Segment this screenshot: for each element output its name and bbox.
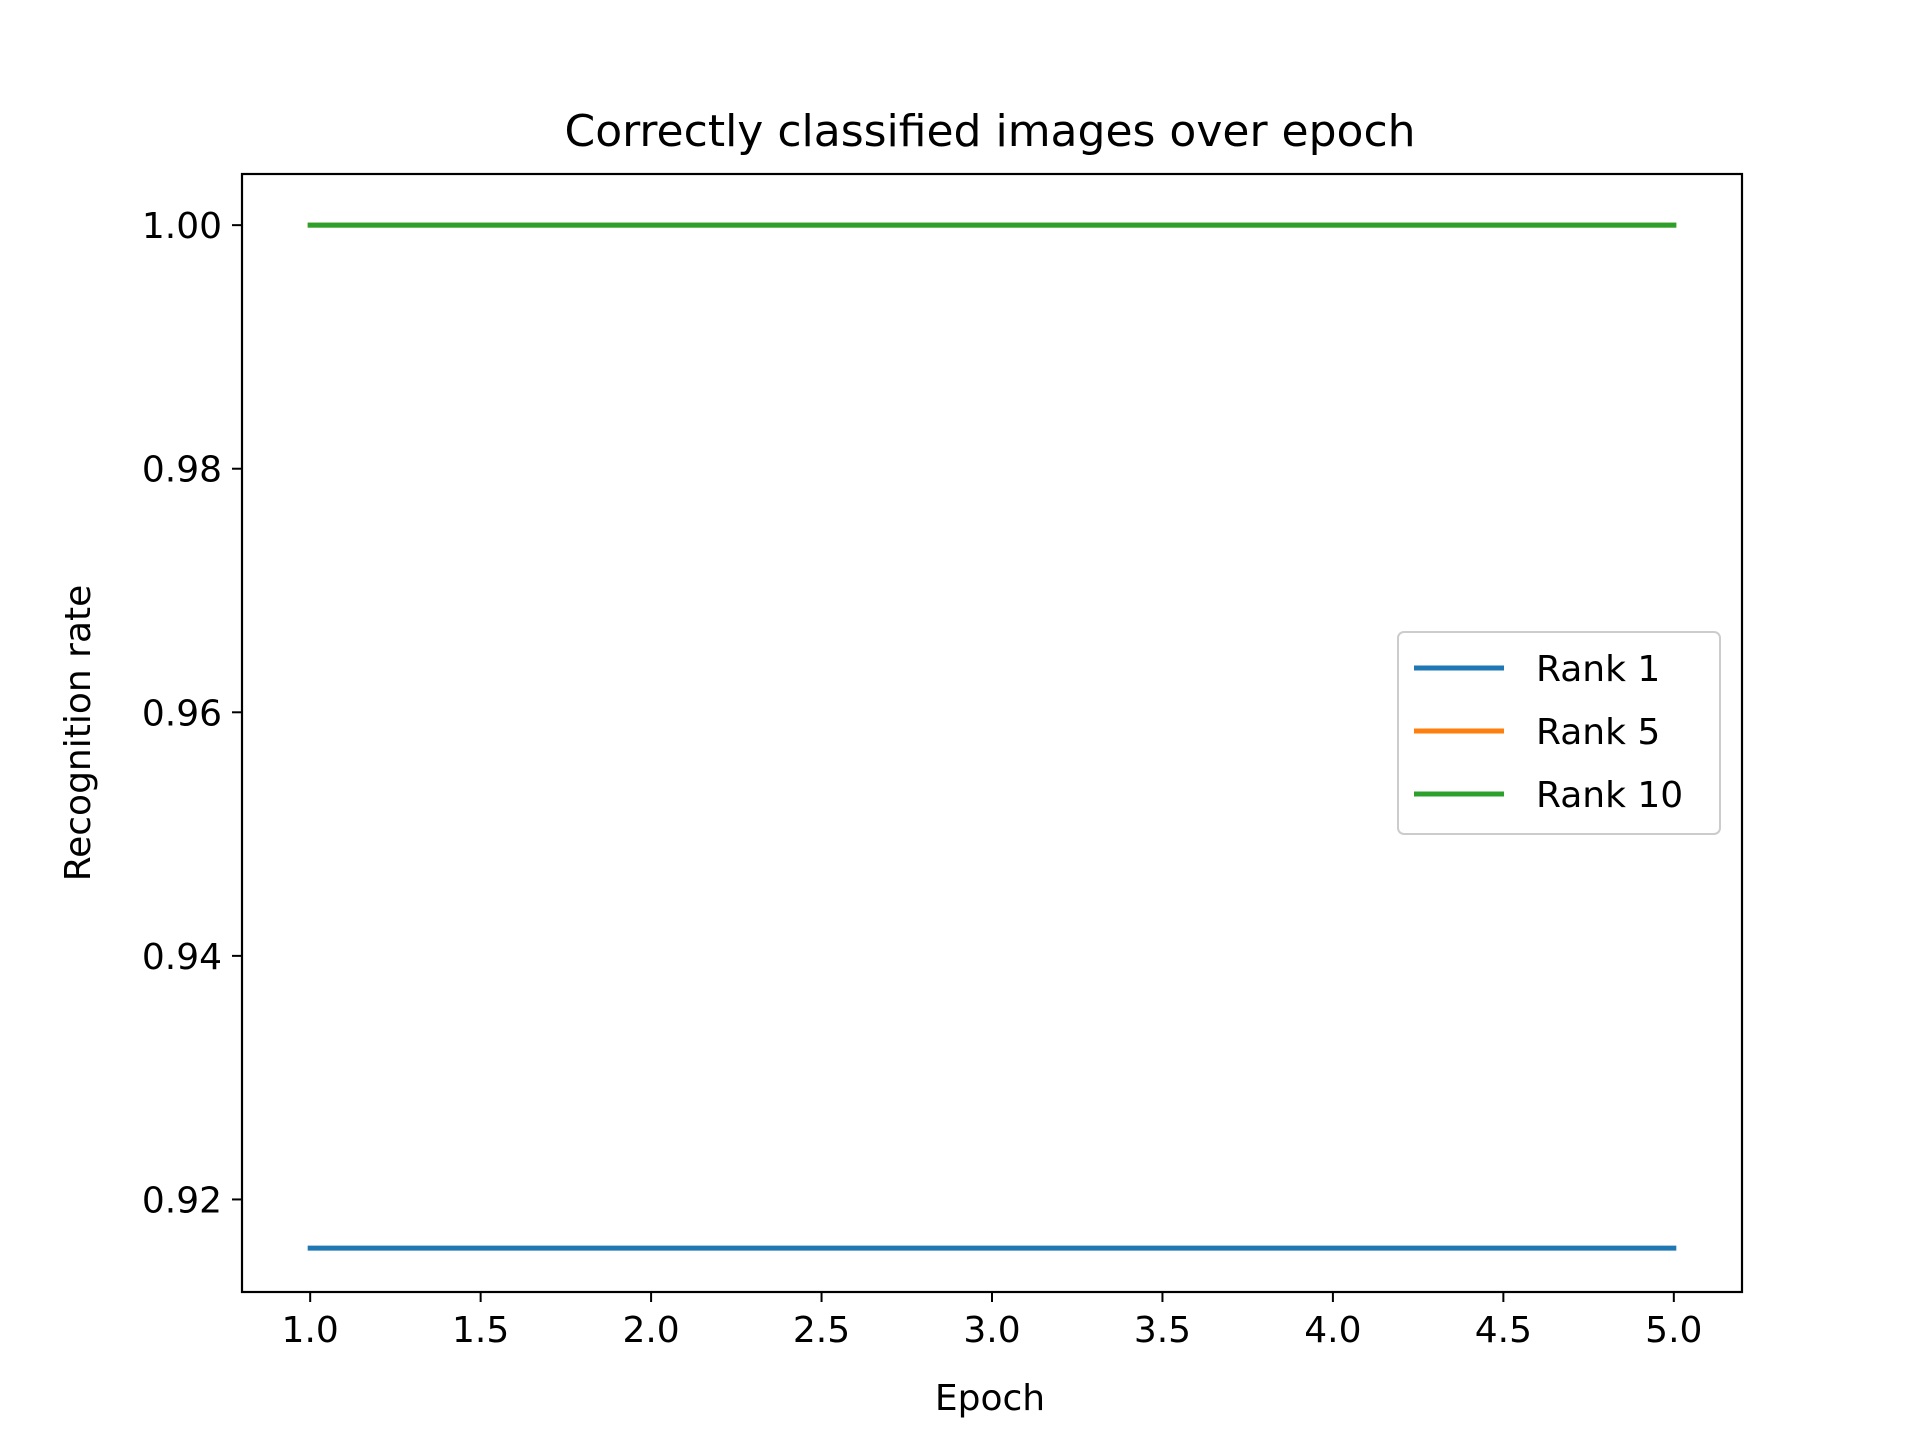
legend-label: Rank 10 [1536, 775, 1683, 816]
chart-title: Correctly classified images over epoch [564, 106, 1415, 157]
y-tick-label: 1.00 [142, 206, 222, 247]
x-tick-label: 1.0 [282, 1310, 339, 1351]
legend-item: Rank 5 [1414, 712, 1660, 753]
y-tick-label: 0.98 [142, 450, 222, 491]
x-axis: 1.0 1.5 2.0 2.5 3.0 3.5 4.0 4.5 5.0 [282, 1292, 1702, 1351]
legend-label: Rank 5 [1536, 712, 1660, 753]
x-tick-label: 2.5 [793, 1310, 850, 1351]
x-tick-label: 5.0 [1645, 1310, 1702, 1351]
x-tick-label: 3.0 [963, 1310, 1020, 1351]
x-tick-label: 3.5 [1134, 1310, 1191, 1351]
series-lines [307, 222, 1677, 1251]
x-tick-label: 4.5 [1475, 1310, 1532, 1351]
legend-box [1397, 631, 1721, 835]
y-tick-label: 0.92 [142, 1180, 222, 1221]
legend-item: Rank 1 [1414, 649, 1660, 690]
x-tick-label: 4.0 [1304, 1310, 1361, 1351]
y-axis: 0.92 0.94 0.96 0.98 1.00 [142, 206, 242, 1221]
legend-label: Rank 1 [1536, 649, 1660, 690]
y-tick-label: 0.96 [142, 693, 222, 734]
y-tick-label: 0.94 [142, 937, 222, 978]
legend-item: Rank 10 [1414, 775, 1683, 816]
x-tick-label: 2.0 [622, 1310, 679, 1351]
x-axis-label: Epoch [935, 1378, 1045, 1419]
x-tick-label: 1.5 [452, 1310, 509, 1351]
y-axis-label: Recognition rate [58, 585, 99, 882]
legend: Rank 1 Rank 5 Rank 10 [1397, 631, 1721, 835]
